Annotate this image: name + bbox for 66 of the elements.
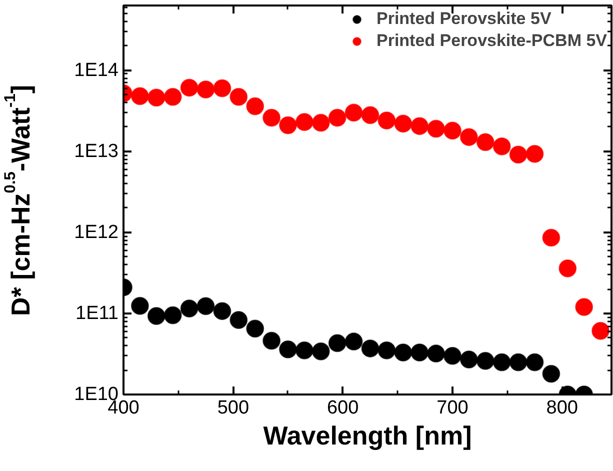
point xyxy=(180,78,198,97)
point xyxy=(378,112,396,130)
x-tick-label: 700 xyxy=(436,398,468,418)
x-tick-label: 600 xyxy=(326,398,359,418)
point xyxy=(328,108,346,127)
point xyxy=(394,343,412,362)
point xyxy=(361,106,380,124)
y-tick-label: 1E13 xyxy=(74,140,118,162)
point xyxy=(147,307,166,325)
point xyxy=(213,302,232,320)
y-tick-label: 1E11 xyxy=(76,302,119,324)
point xyxy=(509,146,528,164)
x-tick-label: 800 xyxy=(546,398,578,418)
point xyxy=(443,346,462,365)
point xyxy=(295,341,314,360)
point xyxy=(509,353,528,372)
point xyxy=(196,297,215,316)
point xyxy=(164,306,182,324)
y-tick-label: 1E12 xyxy=(74,222,118,243)
point xyxy=(476,133,494,152)
point xyxy=(213,79,232,98)
y-tick-label: 1E14 xyxy=(74,60,119,81)
point xyxy=(361,339,380,358)
point xyxy=(592,322,610,340)
point xyxy=(443,122,462,140)
point xyxy=(526,353,544,372)
point xyxy=(492,353,511,372)
point xyxy=(460,350,478,369)
point xyxy=(246,320,264,338)
point xyxy=(262,108,281,127)
point xyxy=(312,342,330,360)
point xyxy=(130,296,149,315)
point xyxy=(410,117,429,136)
point xyxy=(344,332,363,351)
point xyxy=(427,120,446,138)
point xyxy=(378,341,396,360)
point xyxy=(230,311,248,329)
point xyxy=(492,137,511,156)
point xyxy=(575,298,594,316)
point xyxy=(394,114,412,133)
point xyxy=(460,128,478,146)
point xyxy=(262,332,281,350)
point xyxy=(344,104,363,122)
point xyxy=(328,334,346,352)
point xyxy=(542,228,560,247)
point xyxy=(312,114,330,132)
x-tick-label: 500 xyxy=(217,398,250,418)
point xyxy=(427,344,446,363)
point xyxy=(130,87,149,106)
point xyxy=(278,116,297,134)
point xyxy=(410,343,429,362)
point xyxy=(558,259,577,278)
point xyxy=(230,88,248,106)
point xyxy=(196,80,215,98)
point xyxy=(246,97,264,116)
point xyxy=(295,113,314,132)
point xyxy=(542,364,560,383)
legend-label: Printed Perovskite 5V xyxy=(376,9,552,29)
point xyxy=(147,88,166,107)
x-axis-title: Wavelength [nm] xyxy=(263,420,472,450)
point xyxy=(164,88,182,106)
point xyxy=(278,340,297,358)
point xyxy=(476,352,494,370)
point xyxy=(180,300,198,318)
legend-label: Printed Perovskite-PCBM 5V xyxy=(376,31,607,51)
point xyxy=(526,144,544,163)
